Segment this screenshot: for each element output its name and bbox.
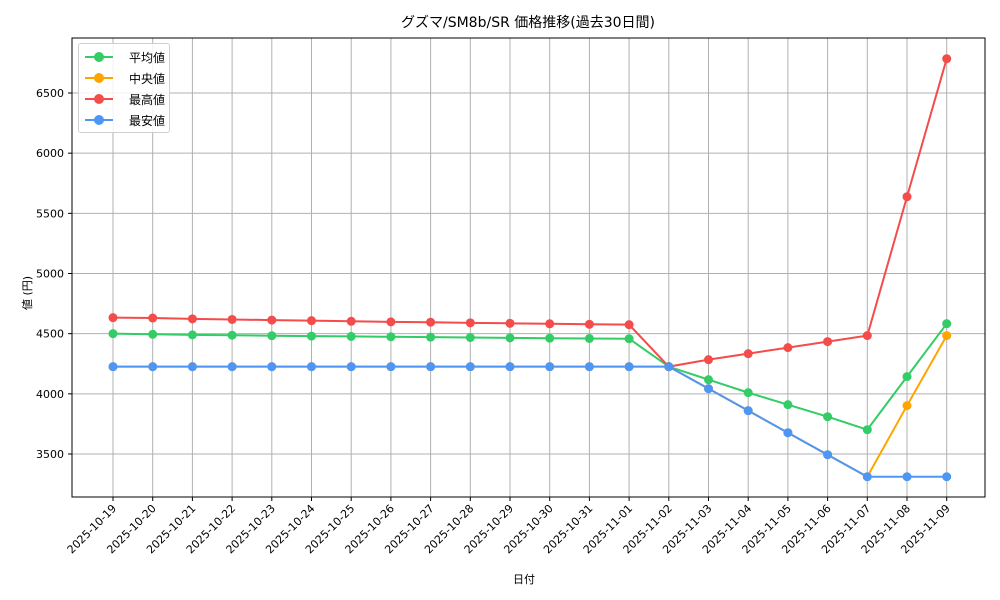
data-point: [426, 332, 436, 342]
data-point: [465, 362, 475, 372]
data-point: [862, 425, 872, 435]
data-point: [664, 362, 674, 372]
data-point: [584, 362, 594, 372]
data-point: [624, 362, 634, 372]
legend-label: 平均値: [129, 50, 166, 65]
series-line: [112, 323, 948, 431]
data-point: [346, 362, 356, 372]
data-point: [942, 54, 952, 64]
series-line: [113, 365, 947, 478]
y-tick-label: 4000: [36, 388, 64, 401]
data-point: [426, 362, 436, 372]
data-point: [783, 400, 793, 410]
legend-item-median: 中央値: [85, 68, 165, 88]
data-point: [942, 331, 952, 341]
legend-label: 最安値: [129, 113, 166, 128]
data-point: [267, 331, 277, 341]
series-line: [113, 335, 948, 479]
data-point: [227, 330, 237, 340]
data-point: [505, 318, 515, 328]
data-point: [545, 333, 555, 343]
data-point: [505, 362, 515, 372]
y-tick-label: 3500: [36, 448, 64, 461]
legend-marker-icon: [85, 115, 113, 125]
data-point: [902, 401, 912, 411]
legend: 平均値 中央値 最高値 最安値: [78, 43, 170, 133]
y-tick-label: 6000: [36, 147, 64, 160]
y-tick-label: 5000: [36, 268, 64, 281]
data-point: [346, 331, 356, 341]
data-point: [584, 333, 594, 343]
series-line: [112, 58, 948, 368]
data-point: [704, 375, 713, 385]
data-point: [704, 384, 713, 394]
data-point: [902, 372, 912, 382]
data-point: [624, 320, 634, 330]
data-point: [823, 337, 833, 347]
legend-item-min: 最安値: [85, 110, 165, 130]
legend-item-average: 平均値: [85, 47, 165, 67]
data-point: [862, 472, 872, 482]
data-point: [227, 314, 237, 324]
legend-label: 中央値: [129, 71, 166, 86]
y-tick-label: 4500: [36, 328, 64, 341]
data-point: [187, 330, 197, 340]
data-point: [267, 362, 277, 372]
data-point: [624, 334, 634, 344]
data-point: [743, 388, 753, 398]
data-point: [902, 472, 912, 482]
data-point: [505, 333, 515, 343]
data-point: [108, 362, 118, 372]
legend-item-max: 最高値: [85, 89, 165, 109]
data-point: [148, 329, 158, 339]
data-point: [187, 362, 197, 372]
data-point: [148, 362, 158, 372]
data-point: [465, 318, 475, 328]
data-point: [346, 316, 356, 326]
data-point: [704, 355, 713, 365]
data-point: [823, 450, 833, 460]
data-point: [108, 313, 118, 323]
data-point: [823, 412, 833, 422]
data-point: [307, 331, 316, 341]
data-point: [307, 316, 316, 326]
data-point: [783, 428, 793, 438]
chart-title: グズマ/SM8b/SR 価格推移(過去30日間): [401, 15, 655, 31]
data-point: [148, 313, 158, 323]
x-axis-label: 日付: [513, 573, 535, 586]
data-point: [783, 343, 793, 353]
legend-marker-icon: [85, 52, 113, 62]
data-point: [545, 319, 555, 329]
data-point: [426, 317, 436, 327]
axes-frame: [71, 37, 986, 498]
data-point: [545, 362, 555, 372]
data-point: [902, 192, 912, 202]
data-point: [862, 331, 872, 341]
data-point: [307, 362, 316, 372]
data-point: [386, 362, 396, 372]
legend-marker-icon: [85, 94, 113, 104]
data-point: [743, 349, 753, 359]
data-point: [386, 317, 396, 327]
data-point: [942, 319, 952, 329]
data-point: [227, 362, 237, 372]
data-point: [465, 333, 475, 343]
legend-label: 最高値: [129, 92, 166, 107]
y-tick-label: 6500: [36, 87, 64, 100]
data-point: [267, 315, 277, 325]
data-point: [743, 406, 753, 416]
y-tick-label: 5500: [36, 207, 64, 220]
data-point: [386, 332, 396, 342]
data-point: [584, 319, 594, 329]
data-point: [942, 472, 952, 482]
legend-marker-icon: [85, 73, 113, 83]
data-point: [108, 329, 118, 339]
data-point: [187, 314, 197, 324]
